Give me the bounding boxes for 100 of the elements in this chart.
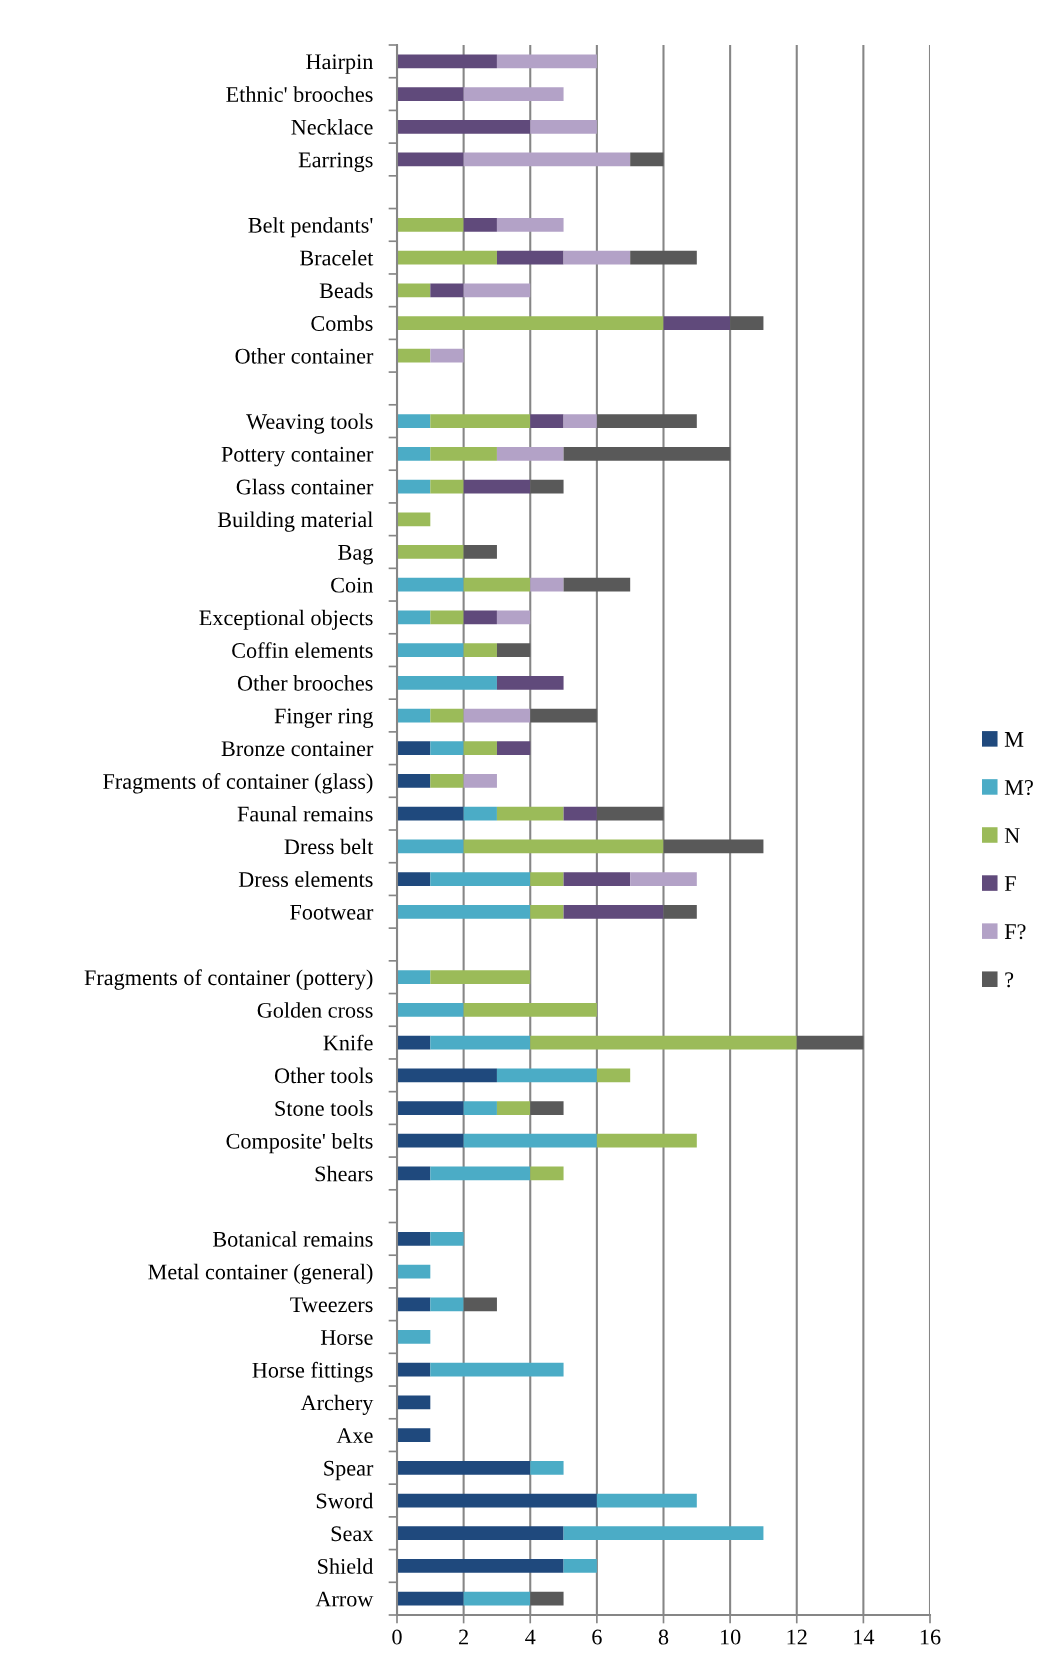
bar (397, 1003, 464, 1017)
x-tick-label: 10 (720, 1629, 741, 1645)
y-tick-label: Dress elements (238, 871, 373, 887)
bar (530, 577, 564, 592)
y-tick-label: Footwear (290, 904, 374, 920)
legend-label: F (1004, 876, 1016, 891)
bar (397, 479, 431, 494)
y-tick-label: Dress belt (284, 838, 374, 855)
y-tick-label: Shears (315, 1165, 373, 1182)
bar (397, 1068, 497, 1083)
bar (397, 675, 497, 690)
bar (496, 218, 564, 232)
bar (397, 577, 464, 592)
bar (563, 1559, 597, 1573)
y-tick-label: Necklace (291, 119, 373, 135)
y-tick-label: Coin (331, 577, 374, 593)
bar (530, 872, 564, 886)
bar (430, 283, 464, 298)
y-tick-label: Knife (323, 1034, 373, 1051)
bar (596, 1068, 631, 1083)
bar (397, 1428, 431, 1442)
bar (463, 283, 531, 298)
x-tick-label: 2 (459, 1629, 468, 1645)
bar (496, 643, 531, 657)
bar (530, 119, 597, 134)
y-tick-label: Hairpin (306, 54, 374, 74)
bar (397, 741, 431, 756)
bar (397, 806, 464, 821)
y-tick-label: Arrow (315, 1591, 374, 1607)
y-tick-label: Archery (300, 1394, 374, 1415)
bar (463, 1101, 497, 1115)
bar (796, 1035, 864, 1050)
y-tick-label: Earrings (298, 152, 373, 172)
legend-label: ? (1005, 972, 1014, 988)
bar (430, 446, 497, 461)
y-tick-label: Belt pendants' (248, 217, 373, 238)
bar (397, 545, 464, 559)
bar (397, 839, 464, 854)
bar (397, 446, 431, 461)
bar (463, 774, 497, 788)
bar (397, 1493, 597, 1508)
bar (463, 708, 531, 723)
bar (463, 741, 497, 756)
bar (430, 1035, 531, 1050)
bar (397, 904, 531, 919)
x-tick-label: 12 (787, 1629, 807, 1645)
bar (530, 1035, 797, 1050)
bar (530, 1591, 564, 1606)
bar (463, 577, 531, 592)
bar (397, 1101, 464, 1115)
bar (463, 806, 497, 821)
y-tick-label: Other tools (274, 1067, 373, 1084)
bar (463, 152, 631, 167)
y-tick-label: Sword (316, 1492, 374, 1509)
y-tick-label: Faunal remains (237, 805, 373, 822)
bar (430, 414, 531, 429)
bar (563, 577, 631, 592)
x-tick-label: 16 (920, 1629, 941, 1645)
y-tick-label: Other brooches (237, 675, 373, 691)
bar (630, 152, 664, 167)
bar (463, 545, 497, 559)
bar (530, 414, 564, 429)
x-tick-label: 14 (854, 1629, 875, 1645)
bar (530, 1166, 564, 1181)
bar (530, 479, 564, 494)
bar (463, 1297, 497, 1312)
bar (430, 1362, 564, 1377)
bar (463, 1133, 597, 1148)
bar (397, 1362, 431, 1377)
x-tick-label: 0 (392, 1629, 402, 1645)
bar (430, 1166, 531, 1181)
bar (397, 708, 431, 723)
bar (663, 839, 764, 854)
bar (530, 1460, 564, 1475)
bar (563, 414, 597, 429)
bar (430, 1297, 464, 1312)
bar (397, 1264, 431, 1279)
y-tick-label: Beads (319, 282, 373, 299)
bar (463, 1003, 597, 1017)
bar (463, 1591, 531, 1606)
bar (463, 839, 664, 854)
bar (397, 1591, 464, 1606)
bar (430, 708, 464, 723)
bar (397, 1166, 431, 1181)
bar (397, 643, 464, 657)
bar (397, 283, 431, 298)
bar (563, 1526, 764, 1541)
bar (496, 610, 531, 625)
bar (397, 218, 464, 232)
bar (397, 316, 664, 330)
bar (563, 806, 597, 821)
bar (430, 479, 464, 494)
bar (397, 1297, 431, 1312)
y-tick-label: Fragments of container (glass) (103, 773, 373, 794)
y-tick-label: Weaving tools (246, 413, 373, 434)
y-tick-label: Building material (217, 511, 373, 532)
bar (397, 1035, 431, 1050)
bar (430, 872, 531, 886)
bar (530, 904, 564, 919)
x-tick-label: 6 (592, 1629, 602, 1645)
